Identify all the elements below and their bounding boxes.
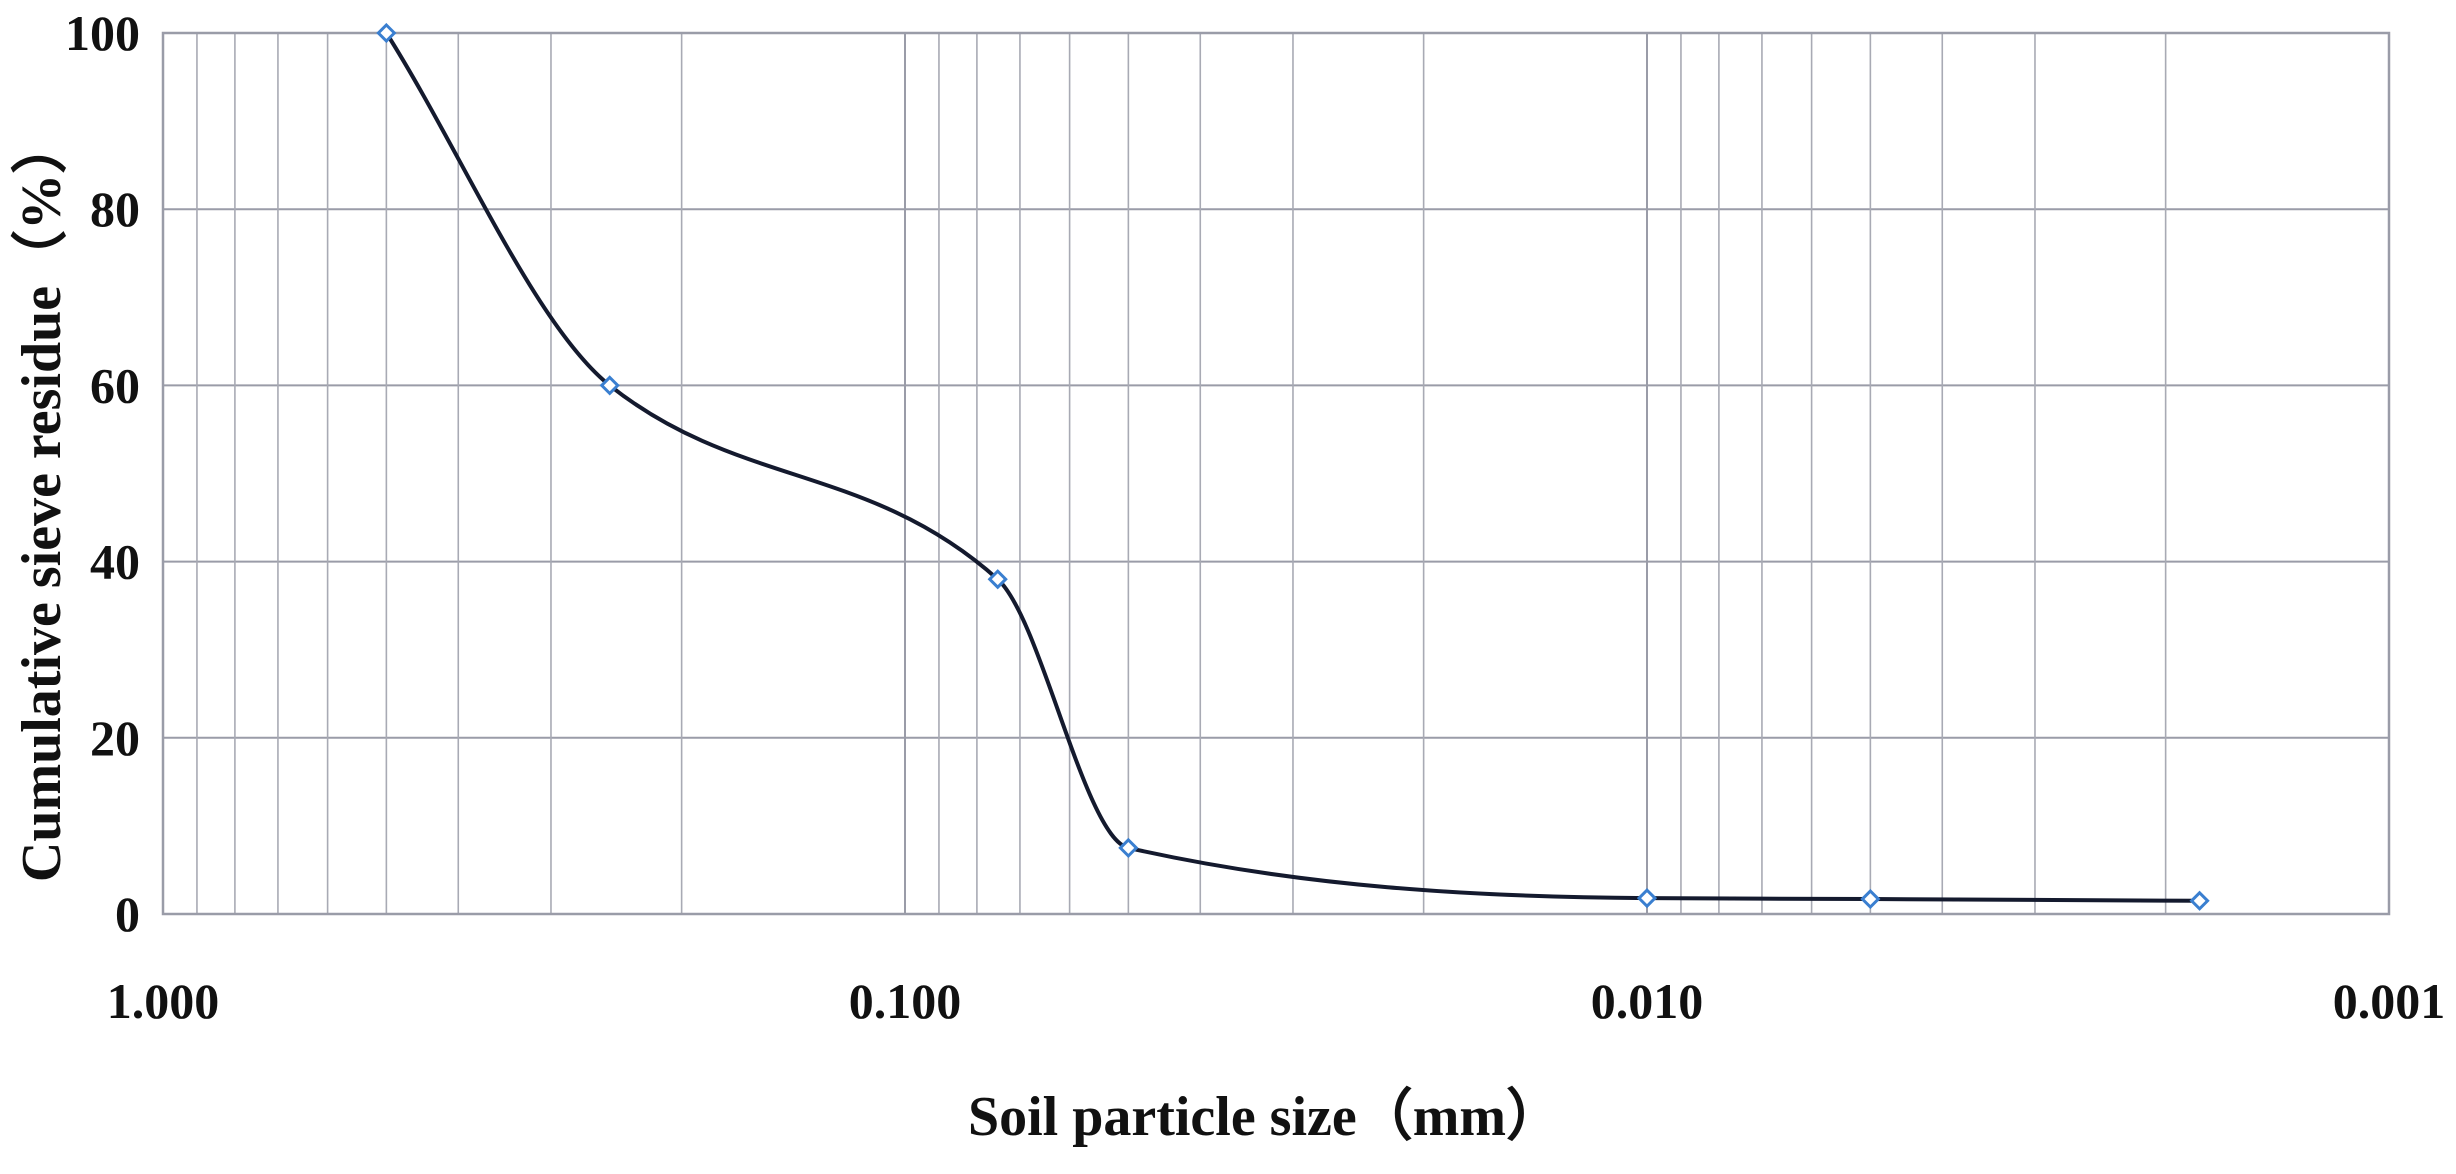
y-tick-label: 40 [90,534,140,590]
y-axis-title: Cumulative sieve residue（%） [10,118,73,882]
data-point [2189,890,2210,911]
y-tick-label: 20 [90,710,140,766]
y-axis-tick-labels: 0 20 40 60 80 100 [65,5,140,942]
y-tick-label: 60 [90,357,140,413]
x-axis-tick-labels: 1.000 0.100 0.010 0.001 [107,973,2446,1029]
x-tick-label: 0.001 [2333,973,2446,1029]
x-axis-title: Soil particle size（mm） [968,1085,1562,1148]
y-tick-label: 80 [90,181,140,237]
plot-area-border [161,31,2391,916]
x-tick-label: 1.000 [107,973,220,1029]
x-tick-label: 0.100 [849,973,962,1029]
data-point [1636,888,1658,909]
data-markers [376,22,2210,911]
y-tick-label: 0 [115,886,140,942]
data-point [376,22,397,44]
data-point [599,375,620,396]
y-tick-label: 100 [65,5,140,61]
data-point [987,569,1008,590]
data-point [1118,837,1139,859]
data-point [1860,888,1881,910]
grid [163,32,2390,915]
x-tick-label: 0.010 [1591,973,1704,1029]
